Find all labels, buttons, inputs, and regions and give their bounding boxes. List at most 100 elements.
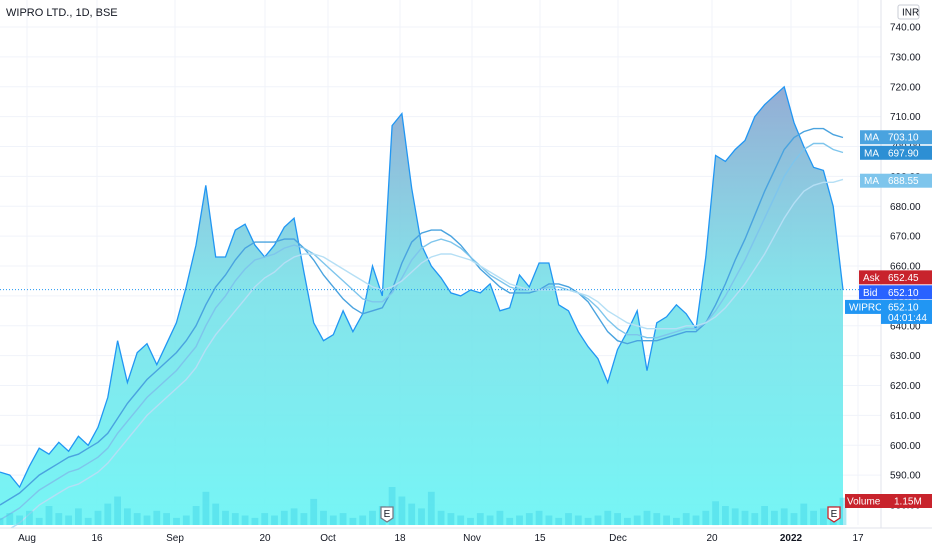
- time-tick-label: 16: [91, 533, 103, 544]
- time-axis[interactable]: Aug 16 Sep 20 Oct 18 Nov 15 Dec 20 2022 17: [0, 527, 932, 550]
- volume-bar: [525, 513, 533, 525]
- bid-tag-value: 652.10: [888, 288, 919, 299]
- time-tick-label: Oct: [320, 533, 336, 544]
- ma2-tag-value: 697.90: [888, 148, 919, 159]
- volume-bar: [202, 491, 210, 525]
- volume-bar: [300, 513, 308, 525]
- volume-bar: [0, 517, 4, 525]
- volume-bar: [722, 506, 729, 525]
- volume-bar: [820, 508, 827, 525]
- volume-bar: [594, 515, 602, 525]
- ask-tag-value: 652.45: [888, 273, 919, 284]
- volume-bar: [45, 506, 53, 525]
- volume-bar: [771, 510, 778, 525]
- ma3-tag: MA 688.55: [860, 173, 932, 188]
- volume-bar: [516, 515, 523, 525]
- volume-bar: [339, 513, 347, 525]
- volume-bar: [16, 515, 23, 525]
- volume-bar: [349, 517, 357, 525]
- volume-bar: [261, 513, 269, 525]
- volume-bar: [55, 513, 63, 525]
- time-tick-label: 17: [852, 533, 864, 544]
- moving-averages: [0, 127, 844, 536]
- volume-bar: [290, 508, 298, 525]
- price-tick-label: 670.00: [890, 232, 921, 243]
- chart-title: WIPRO LTD., 1D, BSE: [6, 7, 118, 19]
- volume-bar: [633, 515, 641, 525]
- volume-bar: [437, 510, 445, 525]
- volume-bar: [388, 487, 396, 525]
- time-tick-label: Dec: [609, 533, 627, 544]
- last-price-value-bg: [881, 299, 932, 324]
- ask-tag-value-bg: [881, 270, 932, 285]
- volume-bar: [761, 506, 768, 525]
- volume-bar: [673, 517, 680, 525]
- volume-bar: [192, 506, 200, 525]
- time-tick-label: 15: [534, 533, 546, 544]
- price-tick-label: 660.00: [890, 262, 921, 273]
- volume-bar: [447, 513, 455, 525]
- earnings-marker-label: E: [384, 509, 391, 520]
- volume-bar: [35, 517, 43, 525]
- price-tick-label: 610.00: [890, 411, 921, 422]
- volume-value: 1.15M: [894, 497, 922, 508]
- volume-bars: [0, 487, 847, 526]
- bid-tag: Bid 652.10: [859, 285, 932, 300]
- volume-bar: [182, 515, 190, 525]
- volume-bar: [369, 510, 376, 525]
- volume-bar: [663, 515, 670, 525]
- volume-bar: [271, 515, 278, 525]
- currency-badge[interactable]: INR: [897, 4, 920, 20]
- volume-bar: [427, 491, 435, 525]
- time-tick-label: Nov: [463, 533, 481, 544]
- volume-bar: [790, 513, 798, 525]
- time-tick-label: Sep: [166, 533, 184, 544]
- volume-bar: [614, 513, 621, 525]
- volume-bar: [310, 498, 318, 525]
- volume-label-bg: [845, 494, 881, 508]
- ma1-tag-value-bg: [881, 130, 932, 145]
- price-tick-label: 620.00: [890, 381, 921, 392]
- volume-bar: [467, 517, 474, 525]
- earnings-marker-shape: [380, 506, 394, 523]
- volume-bar: [751, 513, 759, 525]
- ask-tag: Ask 652.45: [859, 270, 932, 285]
- earnings-marker-shape: [827, 506, 841, 523]
- ask-tag-label: Ask: [863, 273, 881, 284]
- price-tags: MA 703.10 MA 697.90 MA 688.55 Ask 652.45 Bid 652.…: [0, 130, 932, 508]
- price-area: [0, 85, 844, 526]
- price-line: [0, 85, 844, 489]
- volume-bar: [702, 510, 710, 525]
- earnings-marker[interactable]: E: [380, 506, 394, 523]
- time-tick-label: 18: [394, 533, 406, 544]
- volume-bar: [231, 513, 239, 525]
- bid-tag-label-bg: [859, 285, 881, 300]
- price-area-fill: [0, 86, 843, 526]
- earnings-marker[interactable]: E: [827, 506, 841, 523]
- time-tick-label: Aug: [18, 533, 36, 544]
- ma1-tag: MA 703.10: [860, 130, 932, 145]
- volume-bar: [574, 515, 582, 525]
- volume-bar: [6, 513, 14, 525]
- last-price-value: 652.10: [888, 302, 919, 313]
- volume-bar: [457, 515, 465, 525]
- volume-bar: [114, 496, 121, 525]
- ma2-tag: MA 697.90: [860, 145, 932, 160]
- ask-tag-label-bg: [859, 270, 881, 285]
- ma-line-3: [0, 178, 844, 536]
- time-tick-label: 20: [706, 533, 718, 544]
- volume-bar: [320, 510, 327, 525]
- ma3-tag-value-bg: [881, 173, 932, 188]
- price-tick-label: 680.00: [890, 202, 921, 213]
- last-price-label: WIPRO: [849, 302, 883, 313]
- ma3-tag-label: MA: [864, 176, 879, 187]
- volume-bar: [584, 517, 592, 525]
- volume-bar: [153, 510, 161, 525]
- time-tick-label: 2022: [780, 533, 803, 544]
- volume-bar: [653, 513, 661, 525]
- price-tick-label: 720.00: [890, 82, 921, 93]
- volume-bar: [398, 496, 406, 525]
